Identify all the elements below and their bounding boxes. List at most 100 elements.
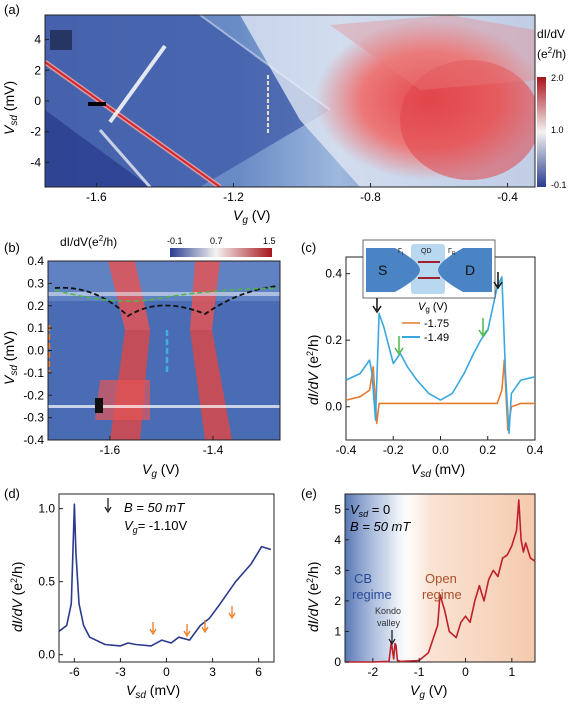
panel-c-x-tick-label: 0.4 bbox=[527, 443, 544, 457]
panel-b-xaxis: -1.6 -1.4 bbox=[100, 436, 224, 457]
panel-b-cbar-tick: 1.5 bbox=[263, 236, 276, 246]
panel-d-y-tick-label: 0.0 bbox=[38, 648, 55, 662]
green-arrow-icon bbox=[394, 336, 404, 356]
kondo-valley-label: valley bbox=[377, 618, 401, 628]
panel-e-regions bbox=[345, 494, 535, 662]
panel-e-y-tick-label: 0 bbox=[334, 655, 341, 669]
panel-e-y-tick-label: 3 bbox=[334, 563, 341, 577]
panel-e-ylabel: dI/dV (e2/h) bbox=[305, 562, 321, 632]
panel-d-ylabel: dI/dV (e2/h) bbox=[9, 562, 25, 632]
panel-c-y-tick-label: 0.2 bbox=[325, 333, 342, 347]
black-arrow-icon bbox=[372, 298, 382, 314]
inset-source: S bbox=[378, 262, 387, 278]
panel-b-label: (b) bbox=[4, 240, 20, 255]
panel-d-x-tick-label: 3 bbox=[209, 665, 216, 679]
panel-d-xlabel: Vsd (mV) bbox=[126, 682, 180, 701]
panel-a-xlabel: Vg (V) bbox=[233, 207, 270, 226]
open-regime-label: regime bbox=[422, 587, 462, 602]
inset-gamma-l: Γl bbox=[398, 248, 403, 257]
panel-d-series-0 bbox=[58, 503, 272, 647]
panel-d-yaxis: 1.0 0.5 0.0 bbox=[38, 502, 63, 662]
legend-entry: -1.49 bbox=[424, 332, 449, 344]
legend-title: Vg (V) bbox=[418, 301, 448, 314]
panel-d-x-tick-label: -3 bbox=[115, 665, 126, 679]
panel-a-colorbar bbox=[537, 77, 546, 187]
panel-d-label: (d) bbox=[4, 486, 20, 501]
black-arrow-icon bbox=[104, 498, 112, 514]
black-arrow-icon bbox=[388, 630, 396, 646]
panel-d-plot bbox=[58, 503, 272, 647]
orange-arrow-icon bbox=[183, 624, 191, 638]
panel-a-label: (a) bbox=[4, 2, 20, 17]
black-arrow-icon bbox=[493, 272, 503, 290]
panel-e-y-tick-label: 2 bbox=[334, 594, 341, 608]
panel-e-frame bbox=[344, 493, 536, 663]
cb-regime-label: CB bbox=[354, 571, 372, 586]
panel-d-arrows bbox=[104, 498, 236, 638]
panel-c-plot bbox=[345, 276, 536, 435]
panel-b-y-tick-label: 0.1 bbox=[27, 321, 44, 335]
panel-a-xaxis: -1.6 -1.2 -0.8 -0.4 bbox=[86, 183, 518, 204]
panel-a: (a) -1.6 -1.2 -0.8 -0.4 4 2 0 -2 -4 bbox=[1, 2, 567, 226]
panel-c-x-tick-label: 0.0 bbox=[432, 443, 449, 457]
panel-e-yaxis: 5 4 3 2 1 0 bbox=[334, 502, 349, 669]
orange-arrow-icon bbox=[201, 620, 209, 634]
green-arrow-icon bbox=[478, 318, 488, 338]
panel-d-xaxis: -6 -3 0 3 6 bbox=[69, 658, 262, 679]
panel-c-legend: Vg (V) -1.75 -1.49 bbox=[402, 301, 449, 344]
panel-c-label: (c) bbox=[301, 240, 316, 255]
open-region-shade bbox=[395, 494, 535, 662]
panel-a-y-tick-label: 4 bbox=[34, 33, 41, 47]
panel-e-anno-b: B = 50 mT bbox=[350, 519, 411, 534]
panel-b-y-tick-label: 0.2 bbox=[27, 299, 44, 313]
panel-e-xaxis: -2 -1 0 1 bbox=[367, 658, 515, 679]
panel-e-y-tick-label: 5 bbox=[334, 502, 341, 516]
panel-a-x-tick-label: -1.6 bbox=[86, 190, 107, 204]
panel-d-x-tick-label: 6 bbox=[255, 665, 262, 679]
panel-d-y-tick-label: 0.5 bbox=[38, 575, 55, 589]
panel-c-arrows bbox=[372, 272, 503, 356]
panel-e-y-tick-label: 4 bbox=[334, 533, 341, 547]
panel-d-x-tick-label: -6 bbox=[69, 665, 80, 679]
panel-c-y-tick-label: 0.0 bbox=[325, 400, 342, 414]
legend-entry: -1.75 bbox=[424, 318, 449, 330]
panel-d-anno-vg: Vg= -1.10V bbox=[124, 518, 188, 535]
orange-arrow-icon bbox=[149, 622, 157, 636]
panel-e-series-0 bbox=[345, 499, 536, 663]
panel-b-y-tick-label: -0.2 bbox=[23, 388, 44, 402]
panel-e-x-tick-label: -1 bbox=[414, 665, 425, 679]
panel-b-cbar-title: dI/dV(e2/h) bbox=[60, 234, 117, 249]
inset-qd-label: QD bbox=[421, 248, 432, 255]
panel-e-plot bbox=[345, 499, 536, 663]
panel-b-colormap bbox=[48, 261, 280, 440]
panel-a-y-tick-label: 2 bbox=[34, 63, 41, 77]
panel-c: (c) -0.4 -0.2 0.0 0.2 0.4 0.4 0.2 0.0 S D QD Γ… bbox=[301, 239, 544, 480]
open-regime-label: Open bbox=[425, 571, 457, 586]
panel-b-y-tick-label: -0.3 bbox=[23, 411, 44, 425]
panel-c-x-tick-label: 0.2 bbox=[479, 443, 496, 457]
panel-b-y-tick-label: 0.0 bbox=[27, 344, 44, 358]
panel-c-series-0 bbox=[345, 359, 535, 431]
panel-d-x-tick-label: 0 bbox=[163, 665, 170, 679]
panel-a-cbar-unit: (e2/h) bbox=[537, 46, 566, 61]
panel-c-xaxis: -0.4 -0.2 0.0 0.2 0.4 bbox=[336, 436, 544, 457]
panel-a-y-tick-label: -2 bbox=[30, 125, 41, 139]
panel-c-series-1 bbox=[345, 276, 536, 435]
panel-a-colormap bbox=[45, 15, 535, 187]
panel-b-y-tick-label: 0.4 bbox=[27, 254, 44, 268]
kondo-valley-label: Kondo bbox=[375, 606, 401, 616]
panel-c-xlabel: Vsd (mV) bbox=[411, 461, 465, 480]
panel-b: (b) dI/dV(e2/h) -0.1 0.7 1.5 -1.6 -1.4 bbox=[1, 234, 281, 480]
panel-b-cbar-tick: -0.1 bbox=[167, 236, 183, 246]
panel-a-yaxis: 4 2 0 -2 -4 bbox=[30, 33, 49, 169]
panel-e-x-tick-label: 1 bbox=[508, 665, 515, 679]
panel-e-xlabel: Vg (V) bbox=[410, 682, 447, 701]
panel-e-label: (e) bbox=[301, 486, 317, 501]
panel-c-x-tick-label: -0.2 bbox=[383, 443, 404, 457]
cb-regime-label: regime bbox=[352, 587, 392, 602]
panel-a-cbar-tick: -0.1 bbox=[551, 180, 567, 190]
panel-b-ylabel: Vsd (mV) bbox=[1, 331, 20, 385]
panel-c-y-tick-label: 0.4 bbox=[325, 267, 342, 281]
panel-b-y-tick-label: -0.4 bbox=[23, 433, 44, 447]
